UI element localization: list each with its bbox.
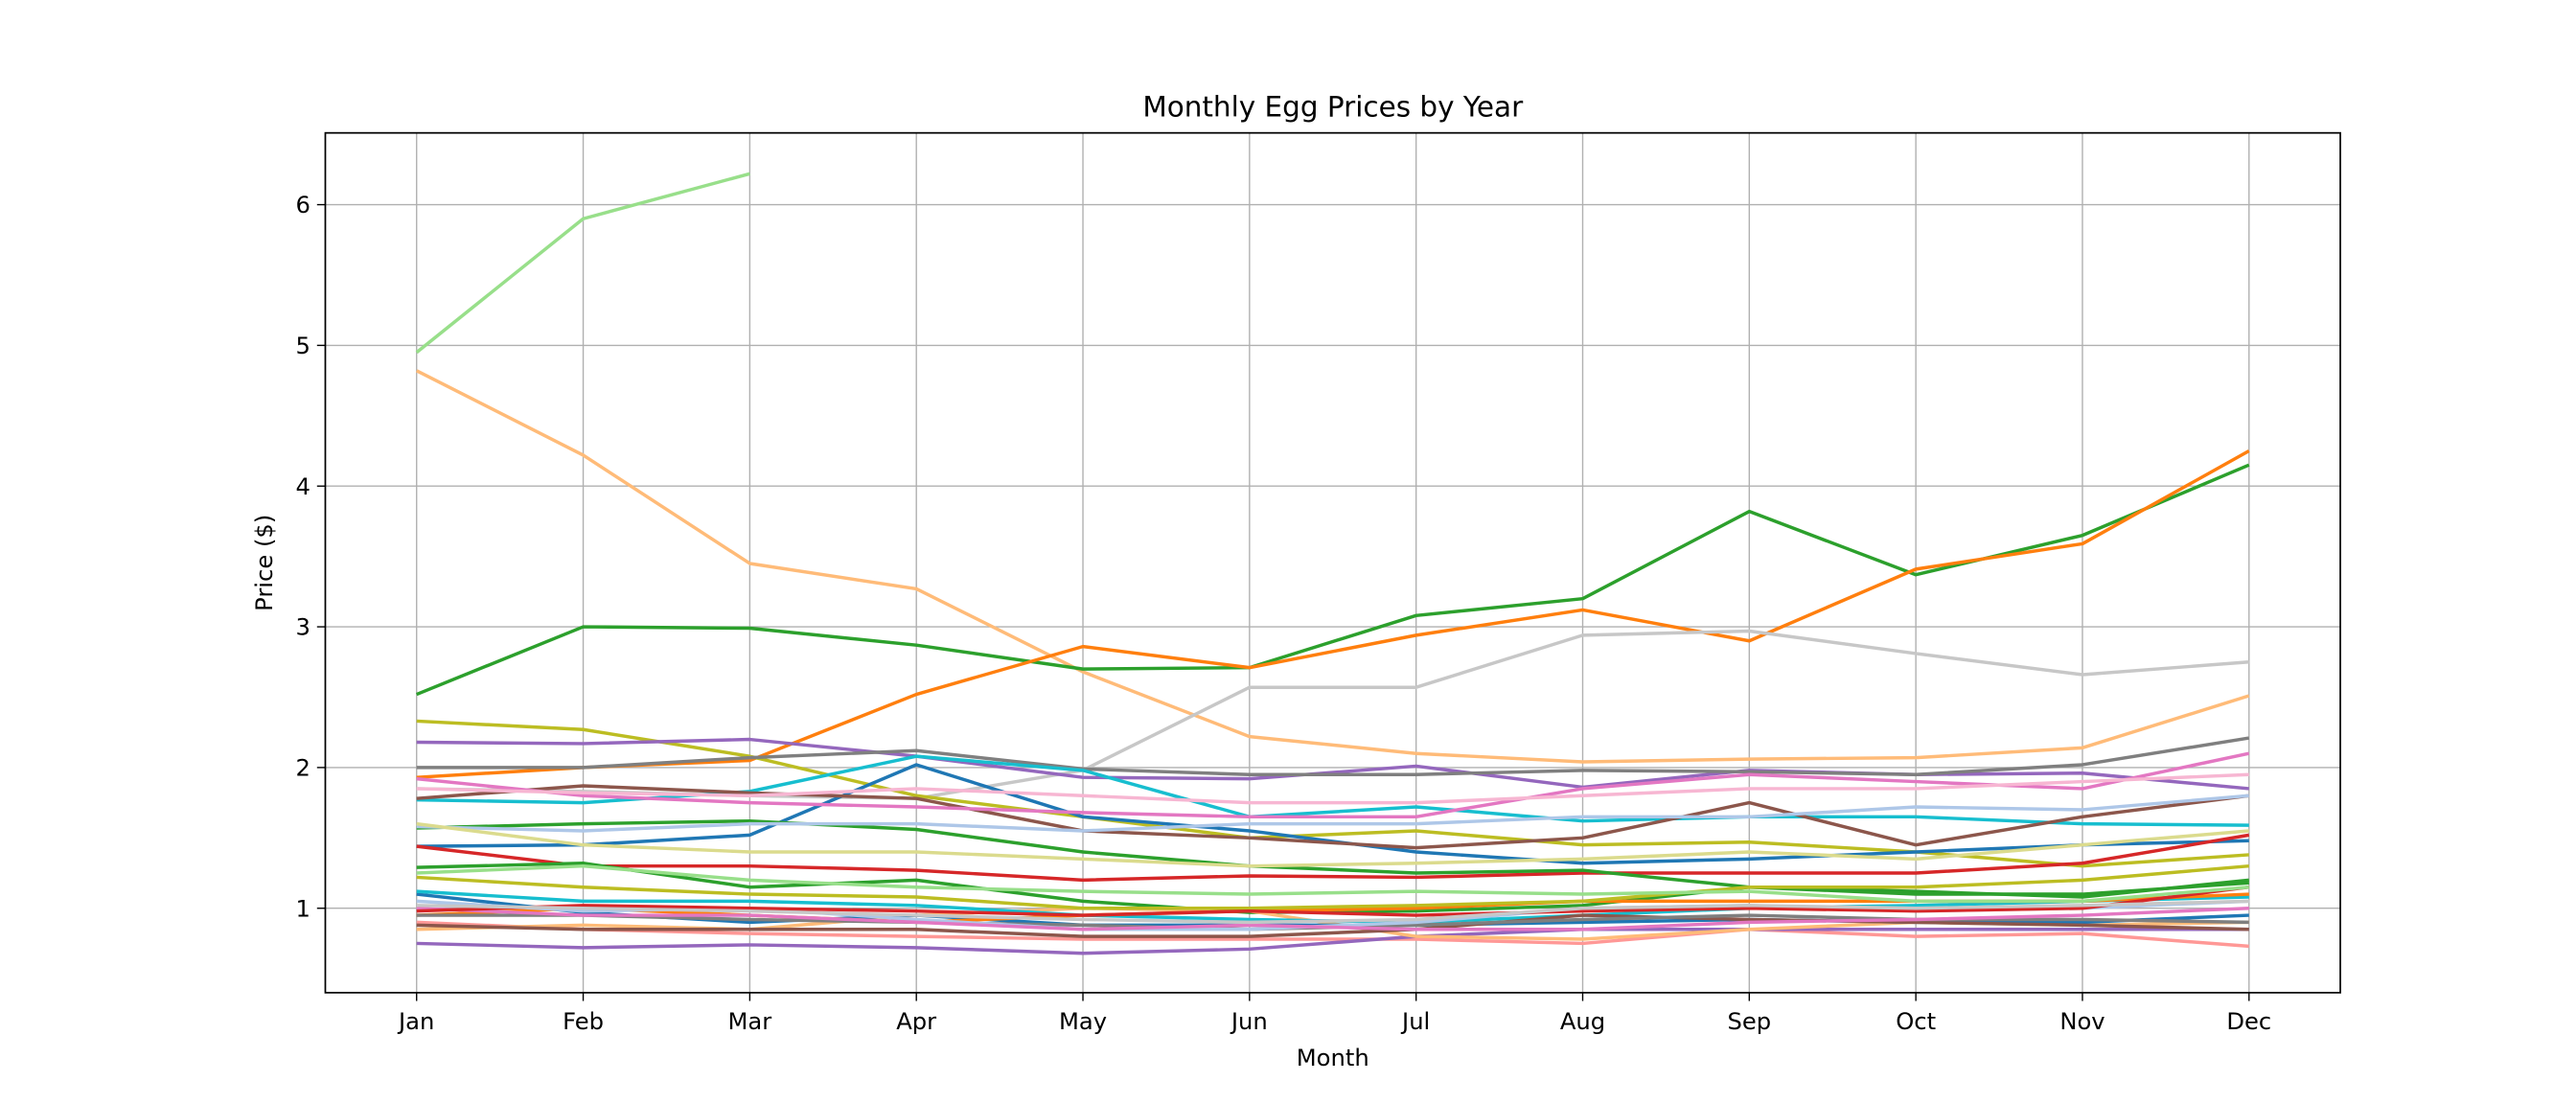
x-tick-label: Jul xyxy=(1400,1007,1430,1035)
series-line xyxy=(416,821,2249,868)
series-line xyxy=(416,863,2249,904)
series-line xyxy=(416,772,2249,805)
x-tick-label: Jun xyxy=(1230,1007,1268,1035)
x-tick-label: Feb xyxy=(563,1007,604,1035)
plot-frame xyxy=(324,131,2341,994)
series-line xyxy=(416,928,2249,955)
y-tick-label: 6 xyxy=(295,191,310,218)
y-tick-label: 4 xyxy=(295,472,310,500)
series-line xyxy=(416,833,2250,883)
x-tick-label: Mar xyxy=(728,1007,772,1035)
y-tick-label: 3 xyxy=(295,613,310,641)
y-axis-label: Price ($) xyxy=(250,515,278,611)
series-line xyxy=(416,906,2249,932)
series-line xyxy=(416,736,2250,776)
x-tick-label: Aug xyxy=(1560,1007,1605,1035)
series-line xyxy=(416,899,2249,925)
series-line xyxy=(416,885,2250,917)
series-line xyxy=(416,794,2249,833)
y-tick-label: 2 xyxy=(295,754,310,782)
series-line xyxy=(416,751,2250,819)
y-tick-label: 5 xyxy=(295,332,310,359)
x-tick-label: Dec xyxy=(2226,1007,2271,1035)
series-line xyxy=(415,172,750,355)
x-axis-label: Month xyxy=(1297,1044,1369,1071)
series-line xyxy=(416,913,2249,938)
series-line xyxy=(416,463,2250,697)
series-line xyxy=(415,369,2250,764)
series-line xyxy=(416,863,2249,910)
x-tick-label: May xyxy=(1059,1007,1107,1035)
series-line xyxy=(416,449,2250,779)
x-tick-label: Nov xyxy=(2059,1007,2104,1035)
x-tick-label: Oct xyxy=(1896,1007,1936,1035)
chart-title: Monthly Egg Prices by Year xyxy=(1142,90,1524,123)
x-tick-label: Sep xyxy=(1727,1007,1771,1035)
y-tick-label: 1 xyxy=(295,894,310,922)
x-tick-label: Apr xyxy=(896,1007,936,1035)
x-tick-label: Jan xyxy=(397,1007,434,1035)
series-line xyxy=(416,719,2249,868)
series-line xyxy=(416,818,2249,896)
series-line xyxy=(416,784,2250,850)
series-line xyxy=(416,920,2249,949)
